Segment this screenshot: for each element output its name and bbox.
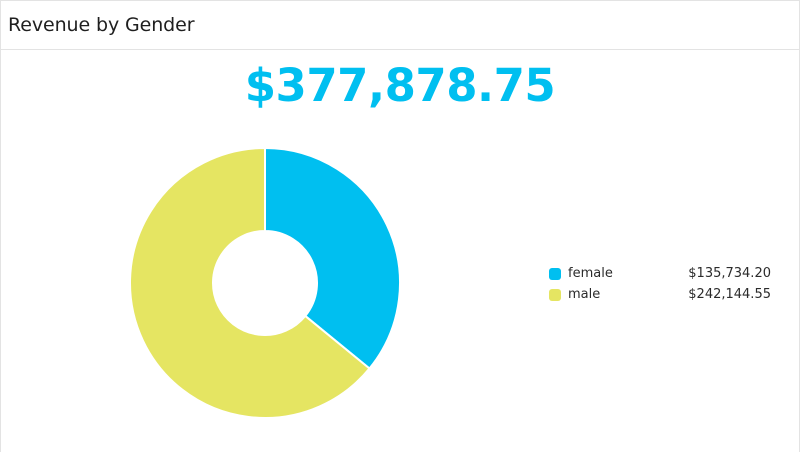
legend-swatch-male bbox=[549, 288, 561, 301]
donut-slice-female[interactable] bbox=[264, 146, 401, 370]
total-revenue-value: $377,878.75 bbox=[244, 59, 556, 112]
legend-label-male: male bbox=[568, 287, 601, 302]
legend-label-female: female bbox=[568, 266, 613, 281]
legend-value-female: $135,734.20 bbox=[688, 266, 771, 281]
legend-value-male: $242,144.55 bbox=[688, 287, 771, 302]
legend-swatch-female bbox=[549, 267, 561, 280]
donut-slice-male[interactable] bbox=[129, 146, 371, 419]
legend-item-male[interactable]: male $242,144.55 bbox=[549, 284, 771, 305]
widget-title: Revenue by Gender bbox=[8, 14, 195, 36]
chart-legend: female $135,734.20 male $242,144.55 bbox=[549, 263, 771, 305]
legend-item-female[interactable]: female $135,734.20 bbox=[549, 263, 771, 284]
widget-header: Revenue by Gender bbox=[1, 1, 799, 50]
